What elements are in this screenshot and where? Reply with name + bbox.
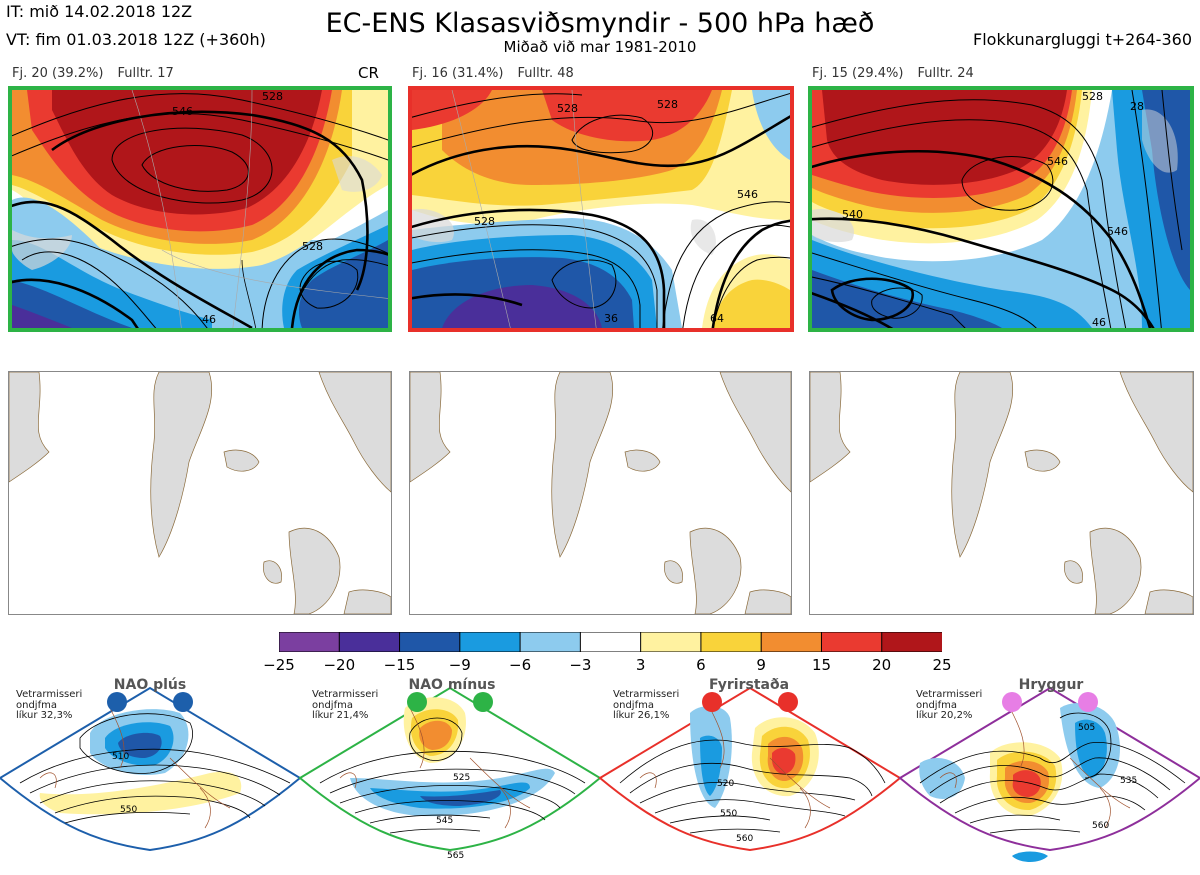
colorbar-swatch bbox=[459, 631, 522, 653]
regime-contour-label: 505 bbox=[1078, 723, 1095, 733]
colorbar-tick-label: −25 bbox=[263, 656, 295, 674]
colorbar-tick-label: −20 bbox=[323, 656, 356, 674]
colorbar-tick-label: −6 bbox=[509, 656, 532, 674]
valid-time: VT: fim 01.03.2018 12Z (+360h) bbox=[6, 30, 266, 49]
contour-label: 546 bbox=[1107, 225, 1128, 238]
contour-label: 528 bbox=[474, 215, 495, 228]
colorbar-tick-label: 15 bbox=[811, 656, 832, 674]
cluster-3-representative: Fulltr. 24 bbox=[917, 66, 974, 81]
regime-contour-label: 550 bbox=[720, 809, 737, 819]
regime-nao-minus: 525 545 565 bbox=[298, 686, 602, 861]
regime-blocking: 520 550 560 bbox=[598, 686, 902, 852]
colorbar-swatch bbox=[399, 631, 461, 653]
regime-contour-label: 565 bbox=[447, 851, 464, 861]
regime-contour-label: 520 bbox=[717, 779, 734, 789]
contour-label: 36 bbox=[604, 312, 618, 325]
colorbar-swatch bbox=[519, 631, 582, 653]
cluster-1-tag: CR bbox=[358, 64, 379, 82]
regime-contour-label: 560 bbox=[736, 834, 753, 844]
contour-label: 546 bbox=[1047, 155, 1068, 168]
contour-label: 46 bbox=[202, 313, 216, 326]
colorbar-tick-label: −15 bbox=[383, 656, 416, 674]
colorbar-swatch bbox=[881, 631, 943, 653]
climatology-subtitle: Miðað við mar 1981-2010 bbox=[503, 38, 697, 56]
regime-title-blocking: Fyrirstaða bbox=[708, 677, 790, 693]
contour-label: 64 bbox=[710, 312, 724, 325]
cluster-1-representative: Fulltr. 17 bbox=[117, 66, 174, 81]
contour-label: 546 bbox=[737, 188, 758, 201]
colorbar-swatches bbox=[278, 631, 943, 653]
regime-note-nao-plus: Vetrarmisseri ondjfma líkur 32,3% bbox=[16, 689, 83, 721]
colorbar-swatch bbox=[640, 631, 702, 653]
cluster-1-map: 546 528 528 46 bbox=[8, 86, 392, 332]
contour-label: 46 bbox=[1092, 316, 1106, 328]
regime-title-ridge: Hryggur bbox=[1018, 677, 1084, 693]
colorbar-swatch bbox=[760, 631, 823, 653]
colorbar bbox=[278, 631, 943, 653]
cluster-2-base-map bbox=[409, 371, 792, 615]
colorbar-tick-label: −3 bbox=[569, 656, 592, 674]
contour-label: 528 bbox=[1082, 90, 1103, 103]
colorbar-tick-label: 6 bbox=[696, 656, 706, 674]
regime-contour-label: 510 bbox=[112, 752, 129, 762]
colorbar-swatch bbox=[579, 631, 642, 653]
regime-contour-label: 535 bbox=[1120, 776, 1137, 786]
contour-label: 546 bbox=[172, 105, 193, 118]
cluster-2-fraction: Fj. 16 (31.4%) bbox=[412, 66, 504, 81]
colorbar-tick-label: 25 bbox=[932, 656, 952, 674]
colorbar-tick-label: 20 bbox=[872, 656, 892, 674]
cluster-3-map: 528 546 540 546 28 46 bbox=[808, 86, 1194, 332]
contour-label: 528 bbox=[557, 102, 578, 115]
regime-note-nao-minus: Vetrarmisseri ondjfma líkur 21,4% bbox=[312, 689, 379, 721]
contour-label: 540 bbox=[842, 208, 863, 221]
colorbar-swatch bbox=[278, 631, 341, 653]
contour-label: 528 bbox=[262, 90, 283, 103]
regime-contour-label: 560 bbox=[1092, 821, 1109, 831]
contour-label: 28 bbox=[1130, 100, 1144, 113]
clustering-window: Flokkunargluggi t+264-360 bbox=[973, 30, 1192, 49]
colorbar-tick-label: 9 bbox=[756, 656, 766, 674]
cluster-1-fraction: Fj. 20 (39.2%) bbox=[12, 66, 104, 81]
contour-label: 528 bbox=[657, 98, 678, 111]
cluster-3-base-map bbox=[809, 371, 1194, 615]
regime-contour-label: 545 bbox=[436, 816, 453, 826]
regime-note-blocking: Vetrarmisseri ondjfma líkur 26,1% bbox=[613, 689, 680, 721]
colorbar-tick-label: −9 bbox=[448, 656, 471, 674]
cluster-3-caption: Fj. 15 (29.4%) Fulltr. 24 bbox=[812, 66, 988, 81]
page-title: EC-ENS Klasasviðsmyndir - 500 hPa hæð bbox=[325, 8, 875, 39]
cluster-2-representative: Fulltr. 48 bbox=[517, 66, 574, 81]
regime-nao-plus: 510 550 bbox=[0, 686, 302, 852]
regime-title-nao-minus: NAO mínus bbox=[408, 677, 496, 693]
initial-time: IT: mið 14.02.2018 12Z bbox=[6, 2, 193, 21]
colorbar-tick-label: 3 bbox=[635, 656, 646, 674]
regime-title-nao-plus: NAO plús bbox=[113, 677, 187, 693]
cluster-1-base-map bbox=[8, 371, 392, 615]
regime-contour-label: 525 bbox=[453, 773, 470, 783]
regime-ridge: 505 535 560 bbox=[898, 686, 1200, 862]
colorbar-swatch bbox=[820, 631, 883, 653]
cluster-2-caption: Fj. 16 (31.4%) Fulltr. 48 bbox=[412, 66, 588, 81]
cluster-3-fraction: Fj. 15 (29.4%) bbox=[812, 66, 904, 81]
colorbar-swatch bbox=[338, 631, 401, 653]
cluster-1-caption: Fj. 20 (39.2%) Fulltr. 17 bbox=[12, 66, 188, 81]
regime-panel: 510 550 52 bbox=[0, 678, 1200, 871]
regime-note-ridge: Vetrarmisseri ondjfma líkur 20,2% bbox=[916, 689, 983, 721]
contour-label: 528 bbox=[302, 240, 323, 253]
cluster-2-map: 528 528 528 546 64 36 bbox=[408, 86, 794, 332]
regime-contour-label: 550 bbox=[120, 805, 137, 815]
colorbar-swatch bbox=[700, 631, 763, 653]
